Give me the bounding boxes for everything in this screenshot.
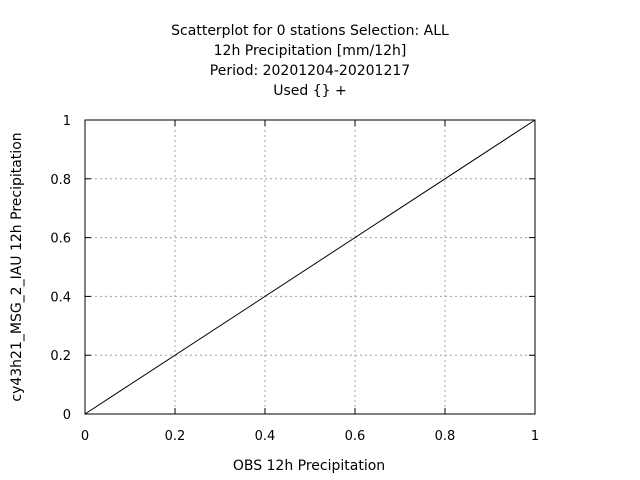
x-tick-label: 0.6 — [345, 429, 366, 444]
title-line-3: Period: 20201204-20201217 — [210, 63, 410, 79]
title-line-4: Used {} + — [273, 83, 347, 99]
title-line-2: 12h Precipitation [mm/12h] — [214, 43, 407, 59]
identity-line — [84, 119, 536, 415]
title-line-1: Scatterplot for 0 stations Selection: AL… — [171, 23, 449, 39]
y-tick-labels: 0 0.2 0.4 0.6 0.8 1 — [50, 114, 71, 423]
y-tick-label: 0 — [63, 408, 71, 423]
y-tick-label: 1 — [63, 114, 71, 129]
chart-title: Scatterplot for 0 stations Selection: AL… — [171, 23, 449, 99]
x-tick-label: 0.2 — [165, 429, 186, 444]
x-tick-labels: 0 0.2 0.4 0.6 0.8 1 — [81, 429, 539, 444]
reference-line-group — [84, 119, 536, 415]
x-tick-label: 0.4 — [255, 429, 276, 444]
grid — [85, 120, 535, 414]
y-axis-label: cy43h21_MSG_2_IAU 12h Precipitation — [9, 132, 25, 401]
y-tick-label: 0.6 — [50, 232, 71, 247]
x-tick-label: 0.8 — [435, 429, 456, 444]
y-tick-label: 0.4 — [50, 290, 71, 305]
y-tick-label: 0.2 — [50, 349, 71, 364]
y-tick-label: 0.8 — [50, 173, 71, 188]
x-tick-label: 0 — [81, 429, 89, 444]
axis-ticks — [84, 119, 536, 415]
x-axis-label: OBS 12h Precipitation — [233, 458, 385, 474]
x-tick-label: 1 — [531, 429, 539, 444]
plot-frame — [84, 119, 536, 415]
